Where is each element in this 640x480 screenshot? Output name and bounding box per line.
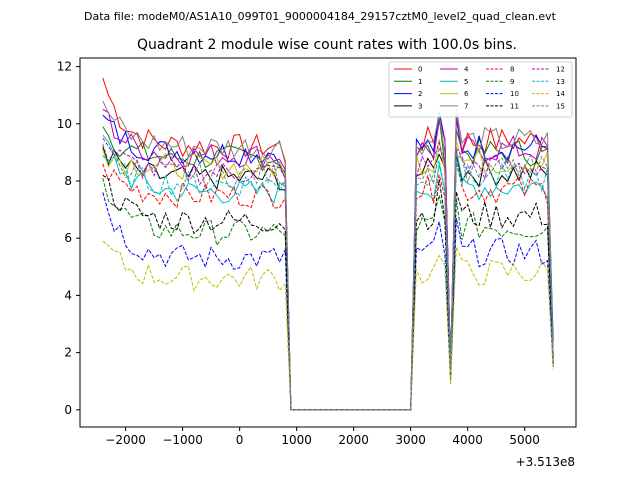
x-tick-label: −1000	[162, 433, 203, 447]
y-tick-label: 4	[64, 288, 72, 302]
y-tick-label: 6	[64, 231, 72, 245]
plot-area	[80, 58, 576, 427]
legend-label-7: 7	[464, 102, 468, 110]
x-tick-label: 2000	[338, 433, 369, 447]
legend-label-3: 3	[418, 102, 422, 110]
x-tick-label: −2000	[105, 433, 146, 447]
y-tick-label: 2	[64, 346, 72, 360]
legend-label-4: 4	[464, 66, 469, 74]
chart-title: Quadrant 2 module wise count rates with …	[137, 37, 517, 53]
x-offset-label: +3.513e8	[516, 455, 575, 469]
legend-label-1: 1	[418, 78, 422, 86]
y-tick-label: 0	[64, 403, 72, 417]
plot-background	[80, 58, 576, 427]
x-tick-label: 3000	[395, 433, 426, 447]
legend-box	[388, 61, 573, 118]
legend-label-15: 15	[556, 102, 565, 110]
x-tick-label: 4000	[452, 433, 483, 447]
y-tick-label: 12	[57, 60, 72, 74]
legend-label-14: 14	[556, 90, 565, 98]
legend-label-2: 2	[418, 90, 422, 98]
legend-label-8: 8	[510, 66, 514, 74]
legend-label-13: 13	[556, 78, 565, 86]
legend-label-6: 6	[464, 90, 469, 98]
legend-label-11: 11	[510, 102, 519, 110]
x-tick-label: 5000	[509, 433, 540, 447]
axes-frame	[79, 57, 577, 428]
series-line-10	[102, 192, 554, 411]
series-lines	[102, 77, 554, 411]
x-tick-label: 0	[236, 433, 244, 447]
legend-label-9: 9	[510, 78, 514, 86]
y-tick-label: 10	[57, 117, 72, 131]
legend-label-0: 0	[418, 66, 422, 74]
chart-suptitle: Data file: modeM0/AS1A10_099T01_90000041…	[84, 10, 557, 23]
legend-label-10: 10	[510, 90, 519, 98]
y-tick-label: 8	[64, 174, 72, 188]
x-tick-label: 1000	[281, 433, 312, 447]
legend-label-5: 5	[464, 78, 468, 86]
series-line-15	[102, 143, 554, 411]
legend-label-12: 12	[556, 66, 565, 74]
